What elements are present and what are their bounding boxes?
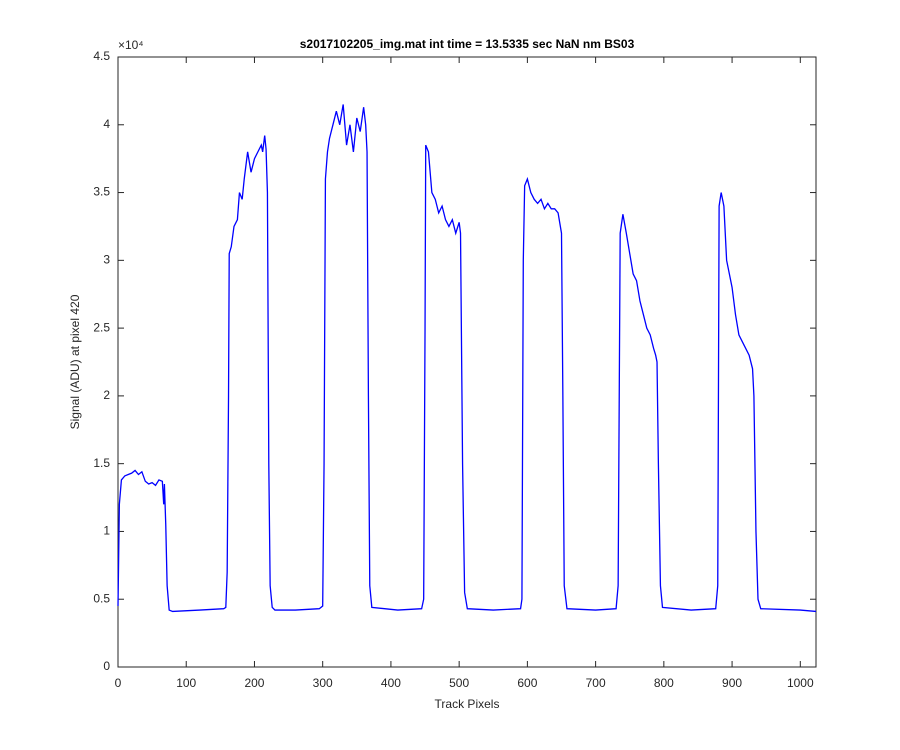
x-tick-label: 300 — [313, 676, 333, 690]
x-axis-label: Track Pixels — [435, 697, 500, 711]
x-tick-label: 900 — [722, 676, 742, 690]
x-tick-label: 700 — [586, 676, 606, 690]
x-tick-label: 500 — [449, 676, 469, 690]
y-tick-label: 0.5 — [93, 591, 110, 605]
y-axis-label: Signal (ADU) at pixel 420 — [68, 294, 82, 429]
y-tick-label: 2 — [103, 388, 110, 402]
x-tick-label: 600 — [517, 676, 537, 690]
x-tick-label: 100 — [176, 676, 196, 690]
plot-frame — [117, 56, 817, 668]
x-tick-label: 200 — [244, 676, 264, 690]
y-tick-label: 4.5 — [93, 49, 110, 63]
y-tick-label: 3 — [103, 253, 110, 267]
y-tick-label: 3.5 — [93, 185, 110, 199]
y-tick-label: 1.5 — [93, 456, 110, 470]
y-tick-label: 1 — [103, 524, 110, 538]
x-tick-label: 800 — [654, 676, 674, 690]
x-tick-label: 400 — [381, 676, 401, 690]
y-tick-label: 2.5 — [93, 320, 110, 334]
y-tick-label: 4 — [103, 117, 110, 131]
x-tick-label: 0 — [115, 676, 122, 690]
y-tick-label: 0 — [103, 659, 110, 673]
y-exponent-label: ×10⁴ — [118, 38, 144, 52]
data-line — [117, 104, 817, 613]
chart-title: s2017102205_img.mat int time = 13.5335 s… — [300, 37, 635, 51]
x-tick-label: 1000 — [787, 676, 814, 690]
